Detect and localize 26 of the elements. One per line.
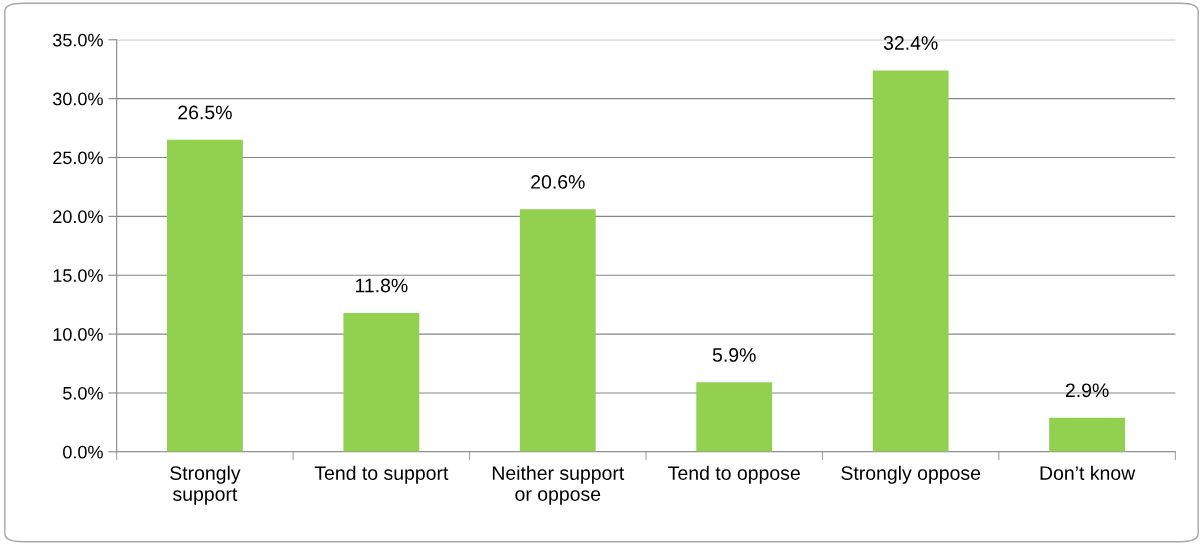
y-tick-label: 0.0%	[63, 445, 103, 459]
data-label: 20.6%	[531, 175, 585, 189]
x-tick-label: Don’t know	[1040, 465, 1136, 480]
x-tick-label: Tend to oppose	[668, 465, 800, 484]
x-tick-label: Tend to support	[314, 465, 449, 484]
x-tick-label: Strongly support	[170, 465, 241, 505]
y-tick-label: 25.0%	[53, 151, 103, 165]
data-label: 5.9%	[712, 348, 756, 362]
data-label: 32.4%	[883, 36, 938, 50]
x-tick-label: Neither support or oppose	[492, 465, 625, 505]
data-label: 26.5%	[178, 105, 232, 120]
bar	[872, 70, 949, 452]
y-tick-label: 15.0%	[53, 269, 103, 282]
bar	[343, 312, 420, 452]
y-tick-label: 30.0%	[52, 92, 103, 106]
bar	[166, 139, 243, 452]
y-tick-label: 20.0%	[53, 210, 103, 224]
y-tick-label: 5.0%	[63, 386, 103, 400]
bar	[1049, 417, 1126, 452]
data-label: 2.9%	[1065, 383, 1109, 398]
bar	[696, 382, 773, 452]
data-label: 11.8%	[355, 278, 408, 293]
x-tick-label: Strongly oppose	[841, 465, 981, 484]
y-tick-label: 35.0%	[52, 33, 103, 47]
y-tick-label: 10.0%	[53, 328, 103, 341]
bar	[519, 209, 596, 452]
